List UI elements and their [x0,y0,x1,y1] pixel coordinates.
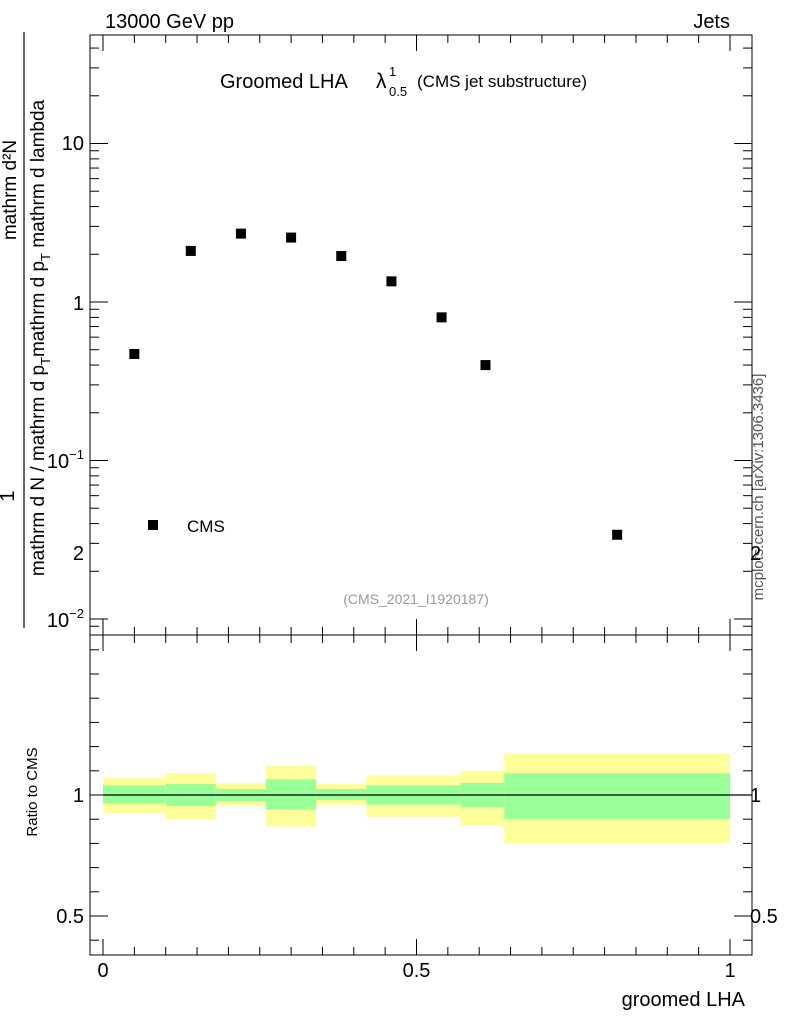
ratio-y-tick-label: 1 [73,785,84,807]
data-point [185,245,196,256]
header-left: 13000 GeV pp [105,11,234,33]
ratio-inner-band [103,785,166,804]
y-tick-label-0p01: 10−2 [47,606,84,632]
ratio-tick-labels: 0.5 0.5 1 1 2 2 0 0.5 1 [56,543,778,982]
data-point [436,312,447,323]
ratio-inner-band [266,779,317,810]
x-axis-label: groomed LHA [622,989,746,1011]
y-label-numerator-one: 1 [0,490,19,501]
data-point [129,348,140,359]
data-point [386,276,397,287]
ratio-axis-ticks [90,635,752,955]
ratio-uncertainty-bands [103,753,730,844]
title-subscript: 0.5 [389,84,407,99]
ratio-inner-band [316,788,367,800]
main-y-axis-label: 1 mathrm d N / mathrm d pTmathrm d pT ma… [0,32,53,628]
ratio-inner-band [504,773,730,820]
legend: CMS [148,517,225,536]
data-point [235,228,246,239]
y-tick-label-1: 1 [73,293,84,315]
legend-marker [148,520,158,530]
side-credit-label: mcplots.cern.ch [arXiv:1306.3436] [750,374,767,601]
main-axis-ticks [90,35,752,635]
x-tick-label: 0 [97,960,108,982]
legend-label: CMS [187,517,225,536]
ratio-y-tick-label-right: 2 [750,543,761,565]
title-extra: (CMS jet substructure) [417,72,587,91]
title-main: Groomed LHA [220,71,348,93]
header-right: Jets [693,11,730,33]
y-tick-label-10: 10 [62,133,84,155]
x-tick-label: 0.5 [403,960,431,982]
y-tick-label-0p1: 10−1 [47,447,84,473]
plot-title: Groomed LHA λ 1 0.5 (CMS jet substructur… [220,64,587,99]
main-panel-frame [89,34,753,636]
ratio-y-tick-label: 2 [73,543,84,565]
analysis-watermark: (CMS_2021_I1920187) [343,591,489,607]
main-tick-labels: 10 1 10−1 10−2 [47,133,84,632]
ratio-y-tick-label-right: 1 [750,785,761,807]
data-point [286,232,297,243]
title-superscript: 1 [389,64,396,79]
data-point [336,251,347,262]
ratio-y-tick-label-right: 0.5 [750,906,778,928]
data-point [612,529,623,540]
ratio-y-tick-label: 0.5 [56,906,84,928]
y-label-line-1: mathrm d N / mathrm d pTmathrm d pT math… [28,99,53,576]
main-data-points [129,228,623,540]
title-symbol: λ [376,70,387,93]
data-point [480,360,491,371]
x-tick-label: 1 [724,960,735,982]
y-label-line-2: mathrm d²N [0,140,21,240]
ratio-y-label: Ratio to CMS [24,747,41,836]
